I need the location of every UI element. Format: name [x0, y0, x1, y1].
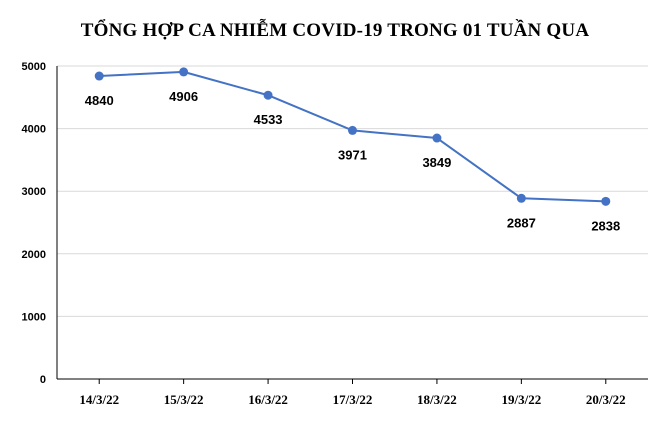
y-axis-tick-labels: 0 1000 2000 3000 4000 5000: [22, 61, 46, 386]
y-tick-label: 0: [40, 374, 46, 386]
data-point: [432, 133, 442, 143]
data-point: [263, 90, 273, 100]
chart-title: TỔNG HỢP CA NHIỄM COVID-19 TRONG 01 TUẦN…: [80, 20, 590, 41]
y-tick-label: 5000: [22, 61, 46, 73]
x-tick-label: 18/3/22: [417, 392, 457, 407]
data-points: [94, 67, 611, 206]
data-point: [179, 67, 189, 77]
x-tick-label: 15/3/22: [164, 392, 204, 407]
data-label: 2838: [591, 218, 620, 233]
data-label: 4840: [85, 93, 114, 108]
axes: [56, 66, 648, 384]
data-point: [348, 125, 357, 135]
y-tick-label: 4000: [22, 124, 46, 136]
data-point: [94, 71, 104, 81]
data-label: 3849: [422, 155, 451, 170]
data-label: 2887: [507, 215, 536, 230]
data-label: 4533: [254, 112, 283, 127]
x-tick-label: 16/3/22: [248, 392, 288, 407]
gridlines: [57, 65, 648, 317]
y-tick-label: 1000: [22, 311, 46, 323]
data-labels: 4840 4906 4533 3971 3849 2887 2838: [85, 89, 620, 233]
y-tick-label: 2000: [22, 249, 46, 261]
data-point: [601, 196, 611, 206]
x-tick-label: 20/3/22: [586, 392, 626, 407]
y-tick-label: 3000: [22, 186, 46, 198]
data-label: 4906: [169, 89, 198, 104]
data-label: 3971: [338, 147, 367, 162]
x-tick-label: 19/3/22: [501, 392, 541, 407]
x-tick-label: 14/3/22: [79, 392, 119, 407]
data-point: [516, 193, 526, 203]
x-axis-tick-labels: 14/3/22 15/3/22 16/3/22 17/3/22 18/3/22 19/3/…: [79, 392, 625, 407]
x-tick-label: 17/3/22: [333, 392, 373, 407]
